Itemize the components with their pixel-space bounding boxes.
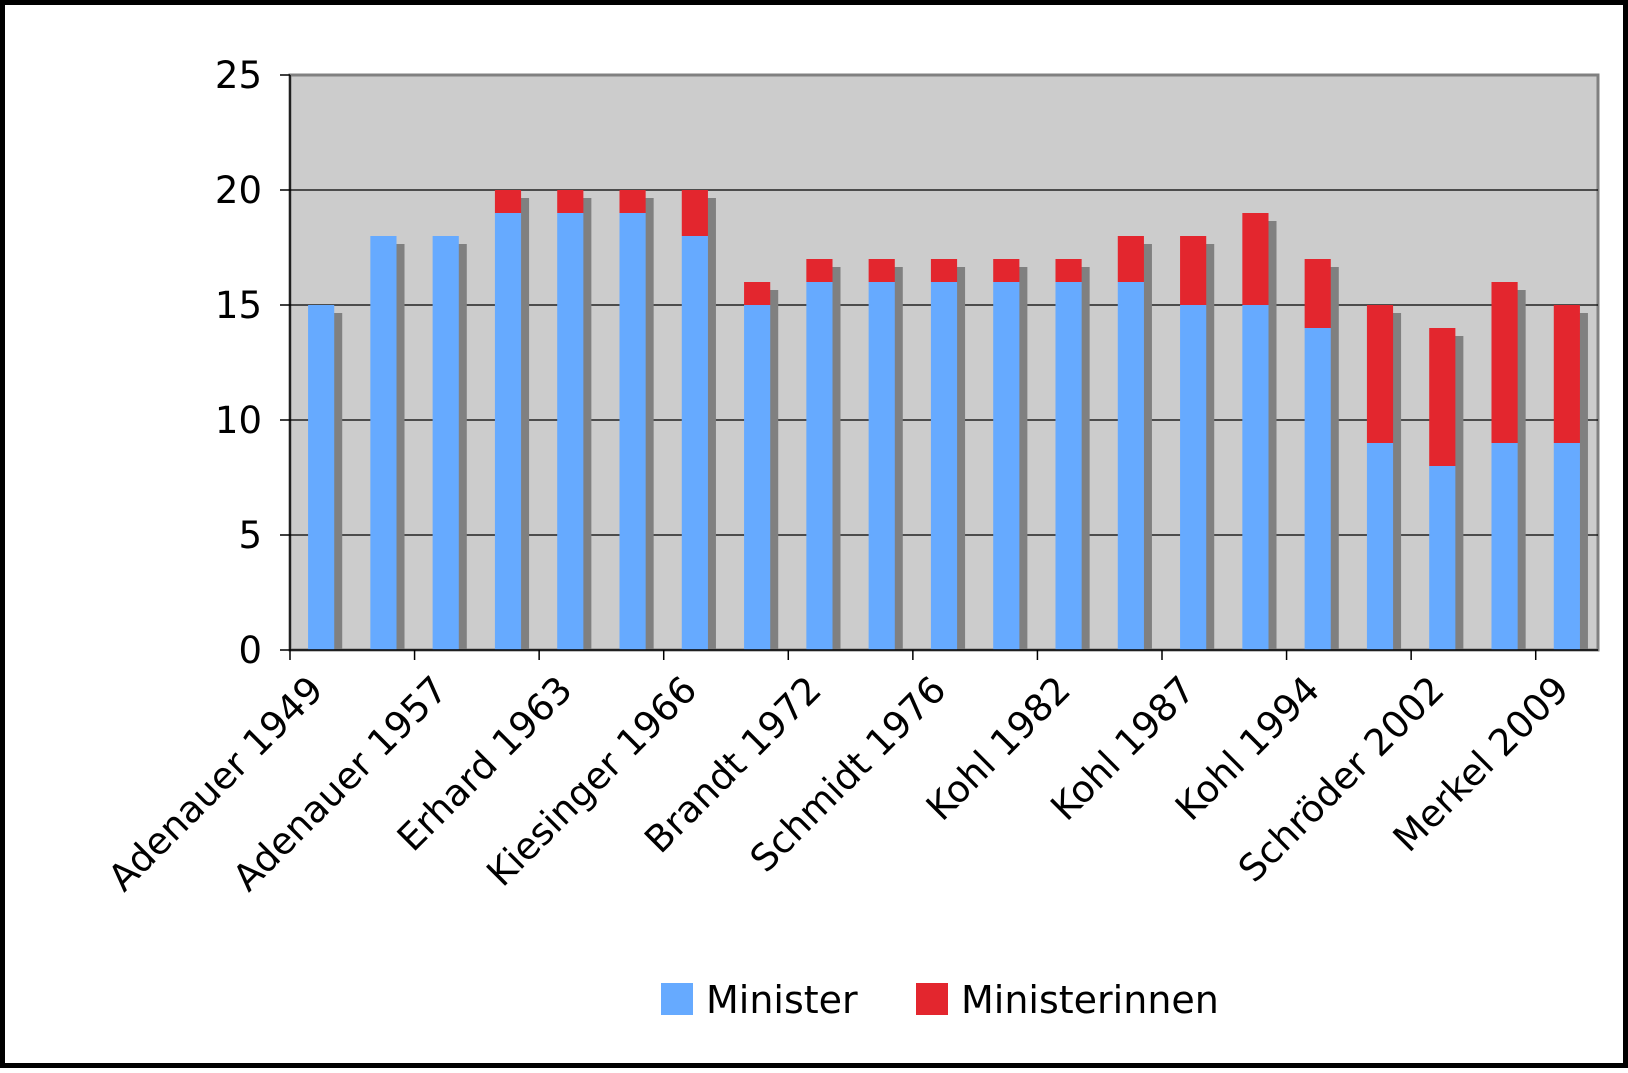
y-tick-label: 10: [215, 399, 262, 442]
bar-minister: [1242, 305, 1269, 650]
bar-ministerinnen: [494, 190, 522, 213]
x-tick-label: Adenauer 1949: [100, 668, 332, 900]
bar-minister: [557, 213, 584, 650]
bar-ministerinnen: [1117, 236, 1144, 282]
bar-ministerinnen: [930, 259, 958, 282]
legend-label: Minister: [706, 978, 858, 1022]
bar-minister: [806, 282, 833, 650]
bar-minister: [370, 236, 397, 650]
bar-minister: [1180, 305, 1207, 650]
bar-ministerinnen: [1180, 236, 1207, 305]
bar-ministerinnen: [681, 190, 708, 236]
bars: [308, 190, 1580, 650]
bar-minister: [619, 213, 646, 650]
bar-ministerinnen: [1491, 282, 1518, 443]
y-tick-labels: 0 5 10 15 20 25: [215, 54, 262, 672]
bar-minister: [930, 282, 958, 650]
bar-minister: [1429, 466, 1456, 650]
legend-swatch: [661, 983, 693, 1015]
legend-swatch: [916, 983, 948, 1015]
bar-minister: [432, 236, 459, 650]
legend: Minister Ministerinnen: [661, 978, 1219, 1022]
y-tick-label: 0: [238, 629, 262, 672]
bar-ministerinnen: [868, 259, 895, 282]
bar-ministerinnen: [993, 259, 1020, 282]
bar-minister: [868, 282, 895, 650]
bar-minister: [744, 305, 771, 650]
bar-ministerinnen: [744, 282, 771, 305]
bar-ministerinnen: [1242, 213, 1269, 305]
bar-minister: [993, 282, 1020, 650]
y-tick-label: 25: [215, 54, 262, 97]
y-tick-label: 15: [215, 284, 262, 327]
bar-ministerinnen: [1553, 305, 1580, 443]
x-tick-label: Adenauer 1957: [225, 668, 457, 900]
legend-label: Ministerinnen: [961, 978, 1219, 1022]
bar-minister: [494, 213, 522, 650]
bar-minister: [1117, 282, 1144, 650]
x-tick-label: Kiesinger 1966: [478, 668, 705, 895]
bar-ministerinnen: [1055, 259, 1082, 282]
bar-minister: [1491, 443, 1518, 650]
bar-ministerinnen: [806, 259, 833, 282]
bar-minister: [308, 305, 335, 650]
bar-minister: [1553, 443, 1580, 650]
bar-ministerinnen: [1366, 305, 1394, 443]
bar-minister: [1366, 443, 1394, 650]
bar-minister: [1055, 282, 1082, 650]
axes: [280, 74, 1598, 660]
y-tick-label: 5: [238, 514, 262, 557]
bar-ministerinnen: [619, 190, 646, 213]
bar-ministerinnen: [557, 190, 584, 213]
bar-ministerinnen: [1304, 259, 1331, 328]
bar-minister: [681, 236, 708, 650]
y-tick-label: 20: [215, 169, 262, 212]
bar-ministerinnen: [1429, 328, 1456, 466]
bar-minister: [1304, 328, 1331, 650]
